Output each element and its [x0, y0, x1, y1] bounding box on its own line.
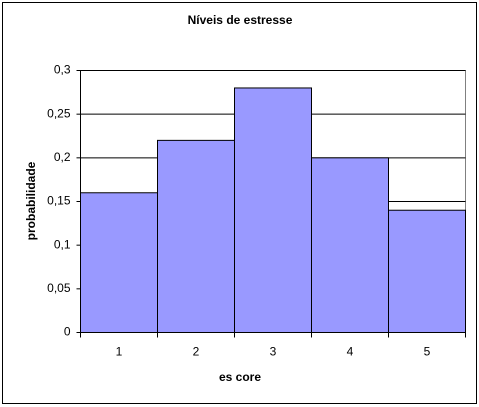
x-tick-label: 2	[193, 345, 200, 359]
x-tick-label: 4	[347, 345, 354, 359]
bar	[311, 157, 389, 333]
bar	[80, 192, 158, 333]
bar	[157, 139, 235, 333]
y-tick-label: 0	[64, 325, 71, 339]
bar	[388, 209, 466, 334]
x-tick-label: 5	[424, 345, 431, 359]
x-tick-label: 3	[270, 345, 277, 359]
y-tick-label: 0,1	[54, 237, 71, 251]
y-tick-label: 0,15	[47, 194, 71, 208]
y-tick-label: 0,25	[47, 106, 71, 120]
x-tick-label: 1	[116, 345, 123, 359]
bar	[234, 87, 312, 334]
chart-title: Níveis de estresse	[188, 13, 293, 27]
y-tick-label: 0,2	[54, 150, 71, 164]
y-tick-label: 0,3	[54, 63, 71, 77]
y-axis-label: probabilidade	[24, 161, 38, 240]
y-tick-label: 0,05	[47, 281, 71, 295]
x-axis-label: es core	[219, 370, 261, 384]
